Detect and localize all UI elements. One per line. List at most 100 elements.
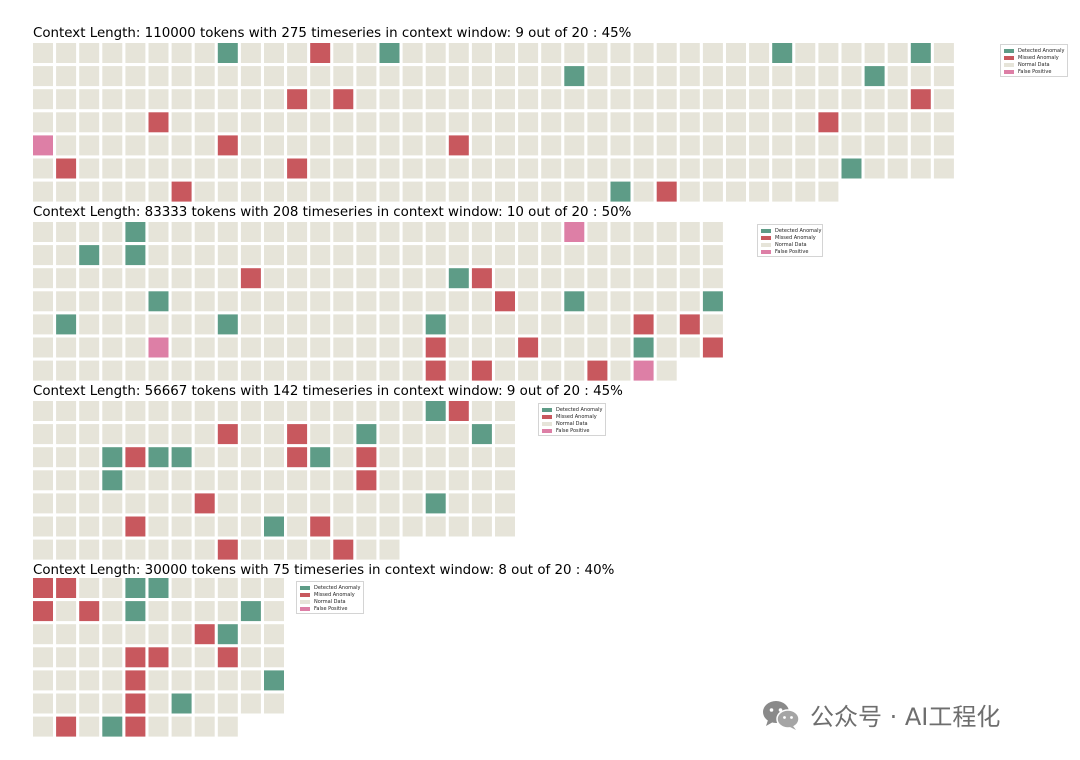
normal-cell <box>587 268 608 289</box>
normal-cell <box>541 181 562 202</box>
normal-cell <box>148 624 169 645</box>
normal-cell <box>33 624 53 645</box>
normal-cell <box>310 539 331 560</box>
normal-cell <box>264 493 284 514</box>
normal-cell <box>356 66 377 87</box>
normal-cell <box>656 112 677 133</box>
normal-cell <box>310 401 331 421</box>
normal-cell <box>471 314 492 335</box>
normal-cell <box>541 222 562 242</box>
normal-cell <box>310 245 331 266</box>
normal-cell <box>240 360 261 381</box>
normal-cell <box>564 181 585 202</box>
missed-anomaly-cell <box>702 337 723 358</box>
normal-cell <box>471 135 492 156</box>
normal-cell <box>471 337 492 358</box>
normal-cell <box>102 516 123 537</box>
normal-cell <box>264 693 284 714</box>
legend-item: Detected Anomaly <box>761 227 821 234</box>
detected-anomaly-cell <box>564 291 585 312</box>
normal-cell <box>702 135 723 156</box>
normal-cell <box>148 268 169 289</box>
normal-cell <box>194 424 215 445</box>
normal-cell <box>148 181 169 202</box>
normal-cell <box>56 181 77 202</box>
normal-cell <box>333 112 354 133</box>
detected-anomaly-cell <box>264 516 284 537</box>
normal-cell <box>356 493 377 514</box>
normal-cell <box>402 66 423 87</box>
legend-item: False Positive <box>300 605 360 612</box>
normal-cell <box>217 337 238 358</box>
normal-cell <box>171 516 192 537</box>
normal-cell <box>194 291 215 312</box>
normal-cell <box>264 158 284 179</box>
normal-cell <box>102 693 123 714</box>
normal-cell <box>749 181 770 202</box>
legend-swatch <box>300 585 310 590</box>
normal-cell <box>887 158 908 179</box>
detected-anomaly-cell <box>148 291 169 312</box>
normal-cell <box>541 43 562 63</box>
normal-cell <box>772 112 793 133</box>
normal-cell <box>402 447 423 468</box>
normal-cell <box>194 647 215 668</box>
normal-cell <box>33 360 53 381</box>
normal-cell <box>633 245 654 266</box>
normal-cell <box>33 693 53 714</box>
normal-cell <box>287 43 308 63</box>
normal-cell <box>448 516 469 537</box>
normal-cell <box>333 43 354 63</box>
normal-cell <box>171 222 192 242</box>
normal-cell <box>148 693 169 714</box>
detected-anomaly-cell <box>564 66 585 87</box>
normal-cell <box>125 66 146 87</box>
normal-cell <box>379 89 400 110</box>
normal-cell <box>633 158 654 179</box>
normal-cell <box>610 135 631 156</box>
normal-cell <box>333 314 354 335</box>
normal-cell <box>102 158 123 179</box>
normal-cell <box>495 314 515 335</box>
normal-cell <box>356 268 377 289</box>
normal-cell <box>702 43 723 63</box>
normal-cell <box>541 268 562 289</box>
normal-cell <box>79 89 100 110</box>
normal-cell <box>356 539 377 560</box>
normal-cell <box>402 135 423 156</box>
normal-cell <box>749 112 770 133</box>
normal-cell <box>425 181 446 202</box>
normal-cell <box>240 66 261 87</box>
normal-cell <box>633 43 654 63</box>
normal-cell <box>587 158 608 179</box>
normal-cell <box>148 539 169 560</box>
normal-cell <box>495 222 515 242</box>
normal-cell <box>702 245 723 266</box>
normal-cell <box>425 424 446 445</box>
normal-cell <box>56 516 77 537</box>
normal-cell <box>425 43 446 63</box>
normal-cell <box>217 112 238 133</box>
missed-anomaly-cell <box>125 670 146 691</box>
detected-anomaly-cell <box>171 447 192 468</box>
normal-cell <box>33 716 53 737</box>
normal-cell <box>217 493 238 514</box>
normal-cell <box>864 43 885 63</box>
normal-cell <box>749 158 770 179</box>
detected-anomaly-cell <box>171 693 192 714</box>
normal-cell <box>356 337 377 358</box>
normal-cell <box>217 268 238 289</box>
chart-legend-1: Detected Anomaly Missed Anomaly Normal Dat… <box>1000 44 1068 77</box>
normal-cell <box>610 222 631 242</box>
normal-cell <box>425 291 446 312</box>
normal-cell <box>56 401 77 421</box>
normal-cell <box>495 516 515 537</box>
legend-swatch <box>761 242 771 247</box>
normal-cell <box>217 181 238 202</box>
missed-anomaly-cell <box>148 112 169 133</box>
normal-cell <box>217 470 238 491</box>
normal-cell <box>910 66 931 87</box>
normal-cell <box>518 181 539 202</box>
normal-cell <box>102 268 123 289</box>
normal-cell <box>841 112 862 133</box>
